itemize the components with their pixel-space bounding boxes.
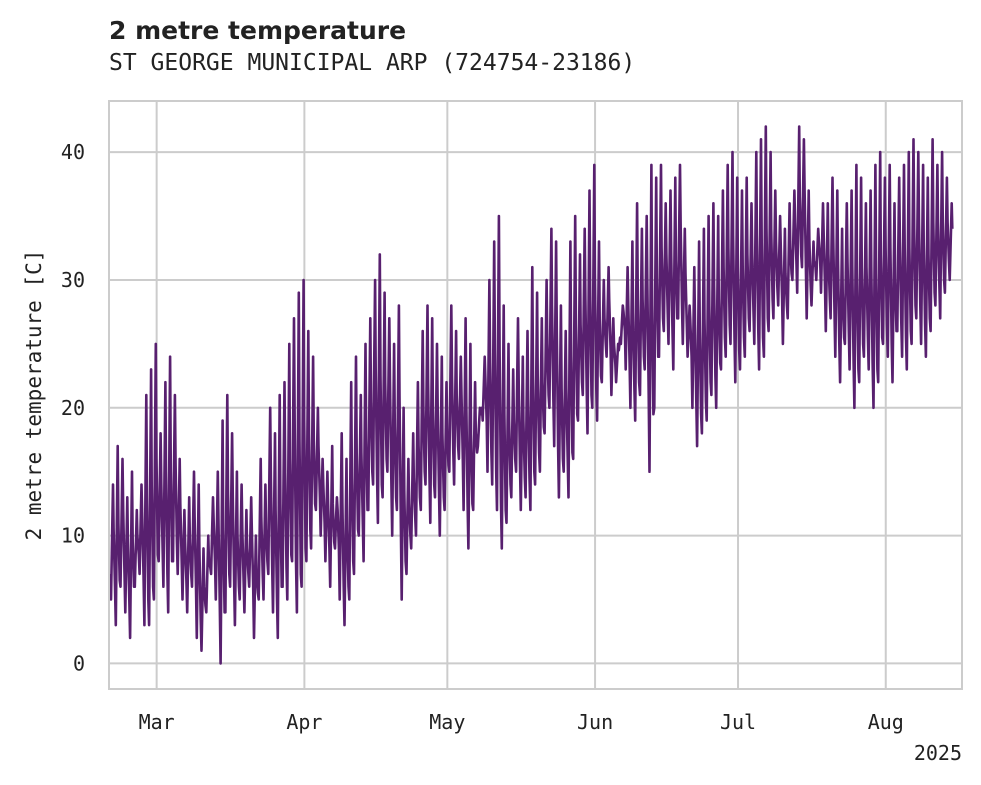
chart-subtitle: ST GEORGE MUNICIPAL ARP (724754-23186) [109,50,636,76]
x-tick-label: Mar [139,710,175,734]
y-axis-label: 2 metre temperature [C] [22,250,46,541]
x-tick-label: Aug [868,710,904,734]
x-tick-label: Apr [286,710,322,734]
temperature-series-line [108,125,954,665]
x-tick-label: Jun [577,710,613,734]
x-tick-label: Jul [720,710,756,734]
ticks: 0 10 20 30 40 Mar Apr May Jun Jul Aug [61,140,904,734]
plot-frame [108,100,963,690]
chart-title: 2 metre temperature [109,16,407,45]
x-axis-year-label: 2025 [914,741,962,765]
y-tick-label: 40 [61,140,85,164]
y-tick-label: 10 [61,524,85,548]
x-tick-label: May [429,710,465,734]
series-layer [108,125,954,665]
y-tick-label: 0 [73,651,85,675]
y-tick-label: 30 [61,268,85,292]
y-tick-label: 20 [61,396,85,420]
